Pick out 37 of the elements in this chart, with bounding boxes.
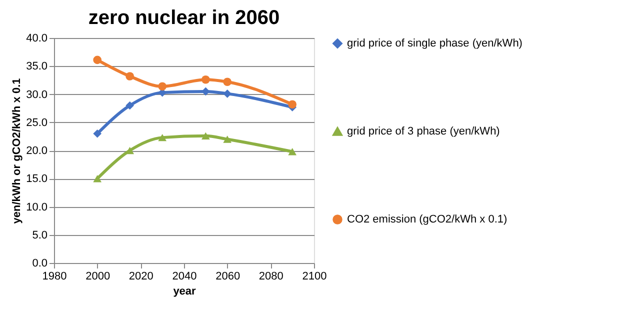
y-tick-label: 10.0 [26, 201, 48, 214]
point [126, 146, 134, 154]
point [93, 175, 102, 182]
x-tick-label: 2040 [172, 270, 197, 282]
y-axis-title: yen/kWh or gCO2/kWh x 0.1 [11, 78, 24, 224]
y-tick-label: 25.0 [26, 116, 48, 129]
point [126, 72, 134, 80]
point [93, 56, 102, 64]
y-tick-label: 30.0 [26, 88, 48, 101]
point [223, 78, 232, 86]
chart-title: zero nuclear in 2060 [88, 7, 280, 29]
x-tick-label: 1980 [42, 270, 67, 282]
x-axis-title: year [173, 286, 197, 298]
legend-label: grid price of 3 phase (yen/kWh) [347, 126, 500, 138]
x-tick-label: 2080 [258, 270, 284, 282]
point [223, 90, 232, 98]
y-tick-label: 40.0 [26, 32, 48, 44]
point [126, 101, 134, 110]
legend-label: CO2 emission (gCO2/kWh x 0.1) [347, 214, 508, 226]
point [158, 134, 167, 142]
point [288, 100, 297, 109]
y-tick-label: 0.0 [32, 258, 48, 270]
point [201, 132, 210, 140]
y-tick-label: 15.0 [26, 173, 48, 186]
x-tick-label: 2000 [86, 270, 110, 282]
point [201, 75, 210, 84]
point [288, 148, 297, 156]
y-tick-label: 20.0 [26, 145, 48, 157]
point [93, 129, 102, 138]
x-tick-label: 2060 [216, 270, 240, 282]
y-tick-label: 5.0 [32, 229, 48, 242]
y-tick-label: 35.0 [26, 60, 48, 73]
point [223, 136, 232, 143]
point [158, 82, 167, 91]
x-tick-label: 2020 [128, 270, 154, 282]
legend-label: grid price of single phase (yen/kWh) [347, 38, 522, 50]
x-tick-label: 2100 [302, 270, 327, 282]
